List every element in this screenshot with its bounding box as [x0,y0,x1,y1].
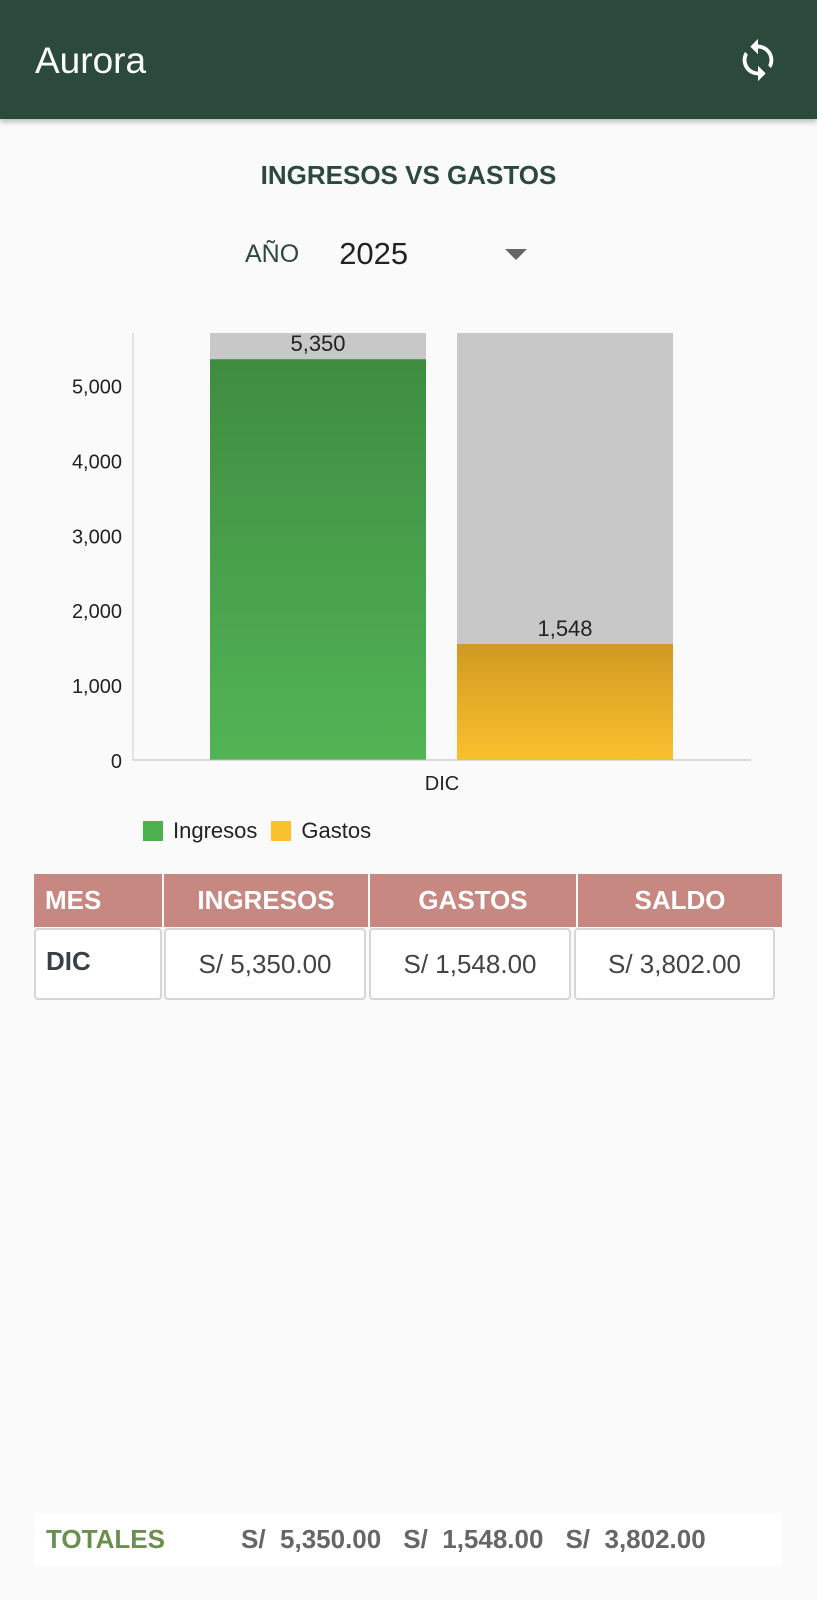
cell-saldo: S/ 3,802.00 [574,928,775,1000]
year-label: AÑO [245,239,300,268]
total-ingresos: S/ 5,350.00 [241,1524,382,1554]
header-ingresos: INGRESOS [164,874,368,927]
legend-label: Gastos [301,818,372,843]
year-value: 2025 [339,236,409,271]
legend-swatch [143,821,163,841]
header-gastos: GASTOS [370,874,576,927]
cell-mes: DIC [34,928,162,1000]
y-tick-label: 2,000 [72,601,122,623]
year-dropdown[interactable]: 2025 [339,236,539,272]
header-saldo: SALDO [578,874,782,927]
y-tick-label: 4,000 [72,451,122,473]
y-tick-label: 0 [111,751,122,773]
header-mes: MES [34,874,162,927]
total-saldo: S/ 3,802.00 [565,1524,706,1554]
totals-label: TOTALES [46,1524,165,1554]
year-filter: AÑO 2025 [245,232,539,276]
chart-legend: Ingresos Gastos [143,818,385,844]
section-title: INGRESOS VS GASTOS [260,160,557,190]
data-label: 5,350 [290,331,345,356]
legend-item-ingresos: Ingresos [143,818,257,844]
app-bar: Aurora [0,0,817,119]
y-tick-label: 3,000 [72,526,122,548]
legend-label: Ingresos [173,818,258,843]
cell-ingresos: S/ 5,350.00 [164,928,366,1000]
data-label: 1,548 [537,616,592,641]
refresh-icon[interactable] [735,37,781,83]
bar-ingresos [210,359,426,760]
bar-chart: 5,350 1,548 0 1,000 2,000 3,000 4,000 5,000 DIC [72,331,751,795]
totals-row: TOTALES S/ 5,350.00 S/ 1,548.00 S/ 3,802… [34,1513,782,1566]
legend-swatch [271,821,292,841]
app-title: Aurora [35,40,147,81]
y-tick-label: 5,000 [72,376,122,398]
dropdown-arrow-icon [505,248,528,260]
total-gastos: S/ 1,548.00 [403,1524,544,1554]
legend-item-gastos: Gastos [271,818,371,844]
cell-gastos: S/ 1,548.00 [369,928,571,1000]
x-tick-label: DIC [425,773,459,795]
bar-gastos [457,644,673,760]
y-tick-label: 1,000 [72,676,122,698]
